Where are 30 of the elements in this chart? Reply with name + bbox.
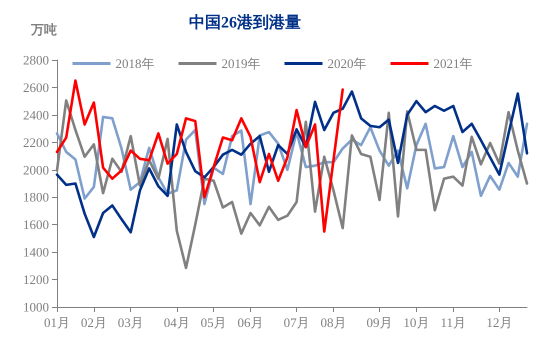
x-tick-label: 10月: [403, 315, 430, 330]
legend-label: 2021年: [434, 56, 472, 71]
y-axis-title: 万吨: [30, 22, 57, 37]
x-tick-label: 09月: [366, 315, 393, 330]
line-series: [56, 79, 344, 233]
chart-title: 中国26港到港量: [189, 14, 301, 32]
y-tick-label: 1600: [23, 217, 49, 232]
legend-label: 2018年: [116, 56, 154, 71]
legend-label: 2020年: [328, 56, 366, 71]
y-tick-label: 2400: [23, 107, 49, 122]
y-tick-label: 2200: [23, 134, 49, 150]
y-tick-label: 1400: [23, 244, 49, 260]
x-tick-label: 05月: [200, 315, 227, 330]
y-tick-label: 1200: [23, 272, 49, 288]
y-tick-label: 2800: [23, 52, 49, 68]
y-tick-label: 1800: [23, 190, 49, 205]
y-tick-label: 2000: [23, 162, 49, 178]
x-tick-label: 06月: [238, 315, 264, 330]
x-tick-label: 11月: [440, 315, 466, 330]
x-tick-label: 02月: [80, 315, 107, 330]
line-series: [56, 90, 528, 238]
legend-label: 2019年: [222, 56, 260, 71]
y-tick-label: 2600: [23, 80, 49, 95]
x-tick-label: 12月: [486, 315, 512, 330]
x-tick-label: 08月: [320, 315, 346, 330]
x-tick-label: 01月: [44, 315, 70, 330]
y-tick-label: 1000: [23, 300, 49, 314]
x-tick-label: 03月: [118, 315, 144, 330]
x-tick-label: 04月: [164, 315, 190, 330]
x-tick-label: 07月: [284, 315, 310, 330]
